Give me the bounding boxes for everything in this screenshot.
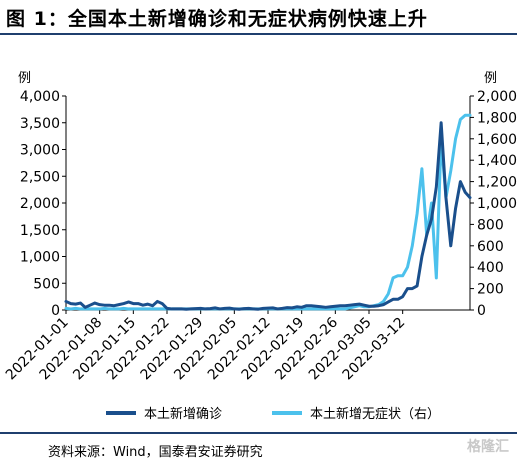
right-tick-label: 1,400 xyxy=(477,153,517,169)
legend-swatch-confirmed xyxy=(106,410,136,415)
right-tick-label: 1,000 xyxy=(477,196,517,212)
right-tick-label: 0 xyxy=(477,303,486,319)
left-tick-label: 3,000 xyxy=(20,143,60,159)
series-layer xyxy=(64,113,472,311)
left-axis-unit: 例 xyxy=(18,71,31,86)
right-tick-label: 200 xyxy=(477,282,504,298)
left-tick-label: 3,500 xyxy=(20,116,60,132)
right-tick-label: 1,600 xyxy=(477,132,517,148)
title-rule xyxy=(0,33,517,35)
right-tick-label: 1,200 xyxy=(477,175,517,191)
right-tick-label: 800 xyxy=(477,217,504,233)
legend-swatch-asymptomatic xyxy=(272,410,302,415)
left-tick-label: 2,500 xyxy=(20,169,60,185)
series-line-confirmed xyxy=(64,121,472,311)
legend-label-confirmed: 本土新增确诊 xyxy=(144,407,223,422)
legend-label-asymptomatic: 本土新增无症状（右） xyxy=(310,407,441,422)
right-tick-label: 600 xyxy=(477,239,504,255)
watermark-logo: 格隆汇 xyxy=(467,439,509,455)
right-axis-unit: 例 xyxy=(484,71,497,86)
left-tick-label: 1,000 xyxy=(20,250,60,266)
left-tick-label: 0 xyxy=(51,303,60,319)
right-tick-label: 400 xyxy=(477,260,504,276)
left-tick-label: 2,000 xyxy=(20,196,60,212)
legend-item-asymptomatic: 本土新增无症状（右） xyxy=(272,403,440,422)
legend-item-confirmed: 本土新增确诊 xyxy=(106,403,222,422)
right-tick-label: 2,000 xyxy=(477,89,517,105)
left-tick-label: 4,000 xyxy=(20,89,60,105)
right-tick-label: 1,800 xyxy=(477,110,517,126)
left-tick-label: 1,500 xyxy=(20,223,60,239)
series-line-asymptomatic xyxy=(64,113,472,311)
bottom-rule xyxy=(0,432,517,434)
left-tick-label: 500 xyxy=(33,276,60,292)
figure-title: 图 1：全国本土新增确诊和无症状病例快速上升 xyxy=(6,8,428,30)
source-note: 资料来源：Wind，国泰君安证券研究 xyxy=(48,445,263,460)
